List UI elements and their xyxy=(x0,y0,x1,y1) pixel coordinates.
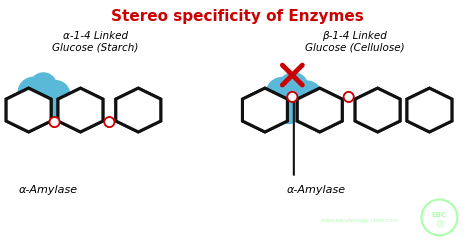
Circle shape xyxy=(344,92,354,102)
Polygon shape xyxy=(297,88,342,132)
Polygon shape xyxy=(116,88,161,132)
Text: α-1-4 Linked
Glucose (Starch): α-1-4 Linked Glucose (Starch) xyxy=(52,30,138,52)
Circle shape xyxy=(279,73,308,101)
Circle shape xyxy=(287,92,297,102)
Circle shape xyxy=(104,117,114,127)
Circle shape xyxy=(104,117,114,127)
Circle shape xyxy=(41,81,70,109)
Circle shape xyxy=(34,86,58,110)
Polygon shape xyxy=(355,88,400,132)
Text: Stereo specificity of Enzymes: Stereo specificity of Enzymes xyxy=(110,9,364,24)
Circle shape xyxy=(275,96,302,124)
Text: α-Amylase: α-Amylase xyxy=(19,185,78,195)
Circle shape xyxy=(344,92,354,102)
Circle shape xyxy=(26,94,52,120)
Circle shape xyxy=(30,73,56,99)
Text: www.easybiology class.com: www.easybiology class.com xyxy=(321,218,398,223)
Text: EBC: EBC xyxy=(432,212,447,218)
Polygon shape xyxy=(355,88,400,132)
Circle shape xyxy=(50,117,60,127)
Polygon shape xyxy=(243,88,287,132)
Polygon shape xyxy=(6,88,51,132)
Circle shape xyxy=(266,78,300,111)
Polygon shape xyxy=(407,88,452,132)
Polygon shape xyxy=(6,88,51,132)
Circle shape xyxy=(18,77,49,108)
Polygon shape xyxy=(297,88,342,132)
Circle shape xyxy=(289,96,317,124)
Text: β-1-4 Linked
Glucose (Cellulose): β-1-4 Linked Glucose (Cellulose) xyxy=(305,30,404,52)
Polygon shape xyxy=(58,88,103,132)
Circle shape xyxy=(283,87,309,113)
Text: α-Amylase: α-Amylase xyxy=(286,185,346,195)
Circle shape xyxy=(291,81,322,112)
Polygon shape xyxy=(407,88,452,132)
Circle shape xyxy=(50,117,60,127)
Polygon shape xyxy=(116,88,161,132)
Circle shape xyxy=(39,94,65,120)
Text: ⊙: ⊙ xyxy=(435,219,444,229)
Polygon shape xyxy=(58,88,103,132)
Circle shape xyxy=(287,92,297,102)
Polygon shape xyxy=(243,88,287,132)
